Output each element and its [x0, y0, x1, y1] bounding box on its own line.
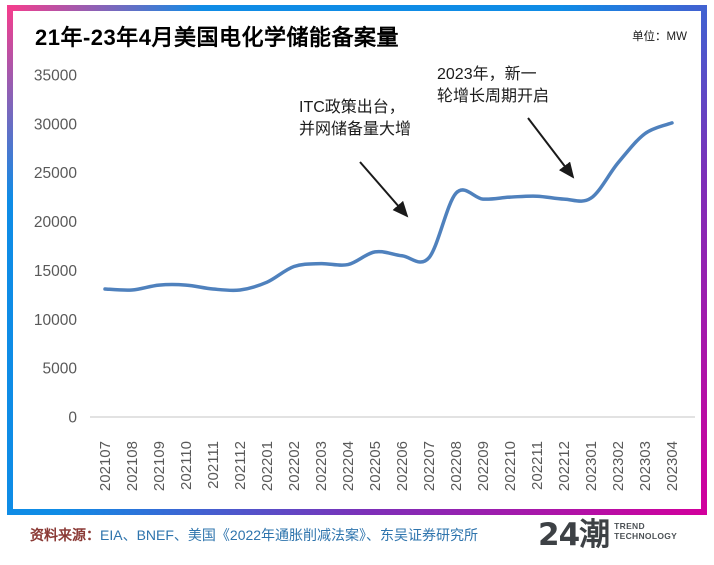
x-axis-tick-label: 202205 — [367, 441, 384, 491]
logo-wordmark: 24潮 — [538, 517, 610, 553]
x-axis-tick-label: 202211 — [529, 441, 546, 490]
x-axis-tick-label: 202202 — [286, 441, 303, 491]
x-axis-tick-label: 202207 — [421, 441, 438, 491]
x-axis-tick-label: 202303 — [637, 441, 654, 491]
chart-card: 0 5000 10000 15000 20000 25000 30000 35000 20210… — [7, 5, 707, 515]
x-axis-tick-label: 202112 — [232, 441, 249, 490]
chart-title: 21年-23年4月美国电化学储能备案量 — [35, 25, 400, 50]
x-axis-tick-label: 202210 — [502, 441, 519, 491]
x-axis-tick-label: 202304 — [664, 441, 681, 491]
logo-subtitle-line: TREND — [614, 520, 645, 531]
annotation-arrow — [359, 161, 409, 218]
y-axis-tick-label: 0 — [68, 410, 77, 427]
data-line-series — [103, 121, 674, 293]
x-axis-tick-label: 202201 — [259, 441, 276, 491]
logo-subtitle-line: TECHNOLOGY — [614, 531, 678, 541]
x-axis-tick-label: 202302 — [610, 441, 627, 491]
annotation-2023-growth: 2023年，新一 轮增长周期开启 — [437, 64, 549, 108]
annotation-line: 并网储备量大增 — [299, 121, 412, 138]
x-axis-tick-label: 202109 — [151, 441, 168, 491]
annotation-itc-policy: ITC政策出台， 并网储备量大增 — [299, 97, 411, 141]
y-axis-tick-label: 5000 — [43, 361, 78, 378]
source-line: 资料来源：EIA、BNEF、美国《2022年通胀削减法案》、东吴证券研究所 — [30, 525, 478, 545]
annotation-line: 轮增长周期开启 — [437, 88, 550, 105]
annotation-line: 2023年，新一 — [437, 66, 537, 83]
logo-subtitle: TREND TECHNOLOGY — [614, 521, 677, 542]
y-axis-tick-label: 35000 — [34, 68, 77, 85]
source-text: EIA、BNEF、美国《2022年通胀削减法案》、东吴证券研究所 — [100, 527, 479, 543]
x-axis-tick-label: 202107 — [97, 441, 114, 491]
unit-label: 单位：MW — [632, 31, 687, 43]
y-axis-tick-label: 30000 — [34, 116, 77, 133]
x-axis-tick-label: 202110 — [178, 441, 195, 490]
x-axis-tick-label: 202108 — [124, 441, 141, 491]
x-axis-tick-label: 202209 — [475, 441, 492, 491]
x-axis-tick-label: 202301 — [583, 441, 600, 491]
y-axis-tick-label: 10000 — [34, 312, 77, 329]
annotation-arrow — [527, 117, 575, 179]
x-axis-tick-label: 202208 — [448, 441, 465, 491]
x-axis-tick-label: 202206 — [394, 441, 411, 491]
x-axis-tick-label: 202203 — [313, 441, 330, 491]
source-prefix: 资料来源： — [30, 527, 100, 543]
logo-24trend: 24潮 TREND TECHNOLOGY — [538, 515, 677, 555]
y-axis-tick-label: 20000 — [34, 214, 77, 231]
x-axis-tick-label: 202204 — [340, 441, 357, 491]
annotation-line: ITC政策出台， — [299, 99, 405, 116]
chart-area: 0 5000 10000 15000 20000 25000 30000 35000 20210… — [13, 11, 701, 509]
y-axis-tick-label: 25000 — [34, 165, 77, 182]
y-axis-tick-label: 15000 — [34, 263, 77, 280]
x-axis-tick-label: 202111 — [205, 441, 222, 489]
x-axis-tick-label: 202212 — [556, 441, 573, 491]
line-chart: 0 5000 10000 15000 20000 25000 30000 35000 20210… — [34, 68, 695, 491]
